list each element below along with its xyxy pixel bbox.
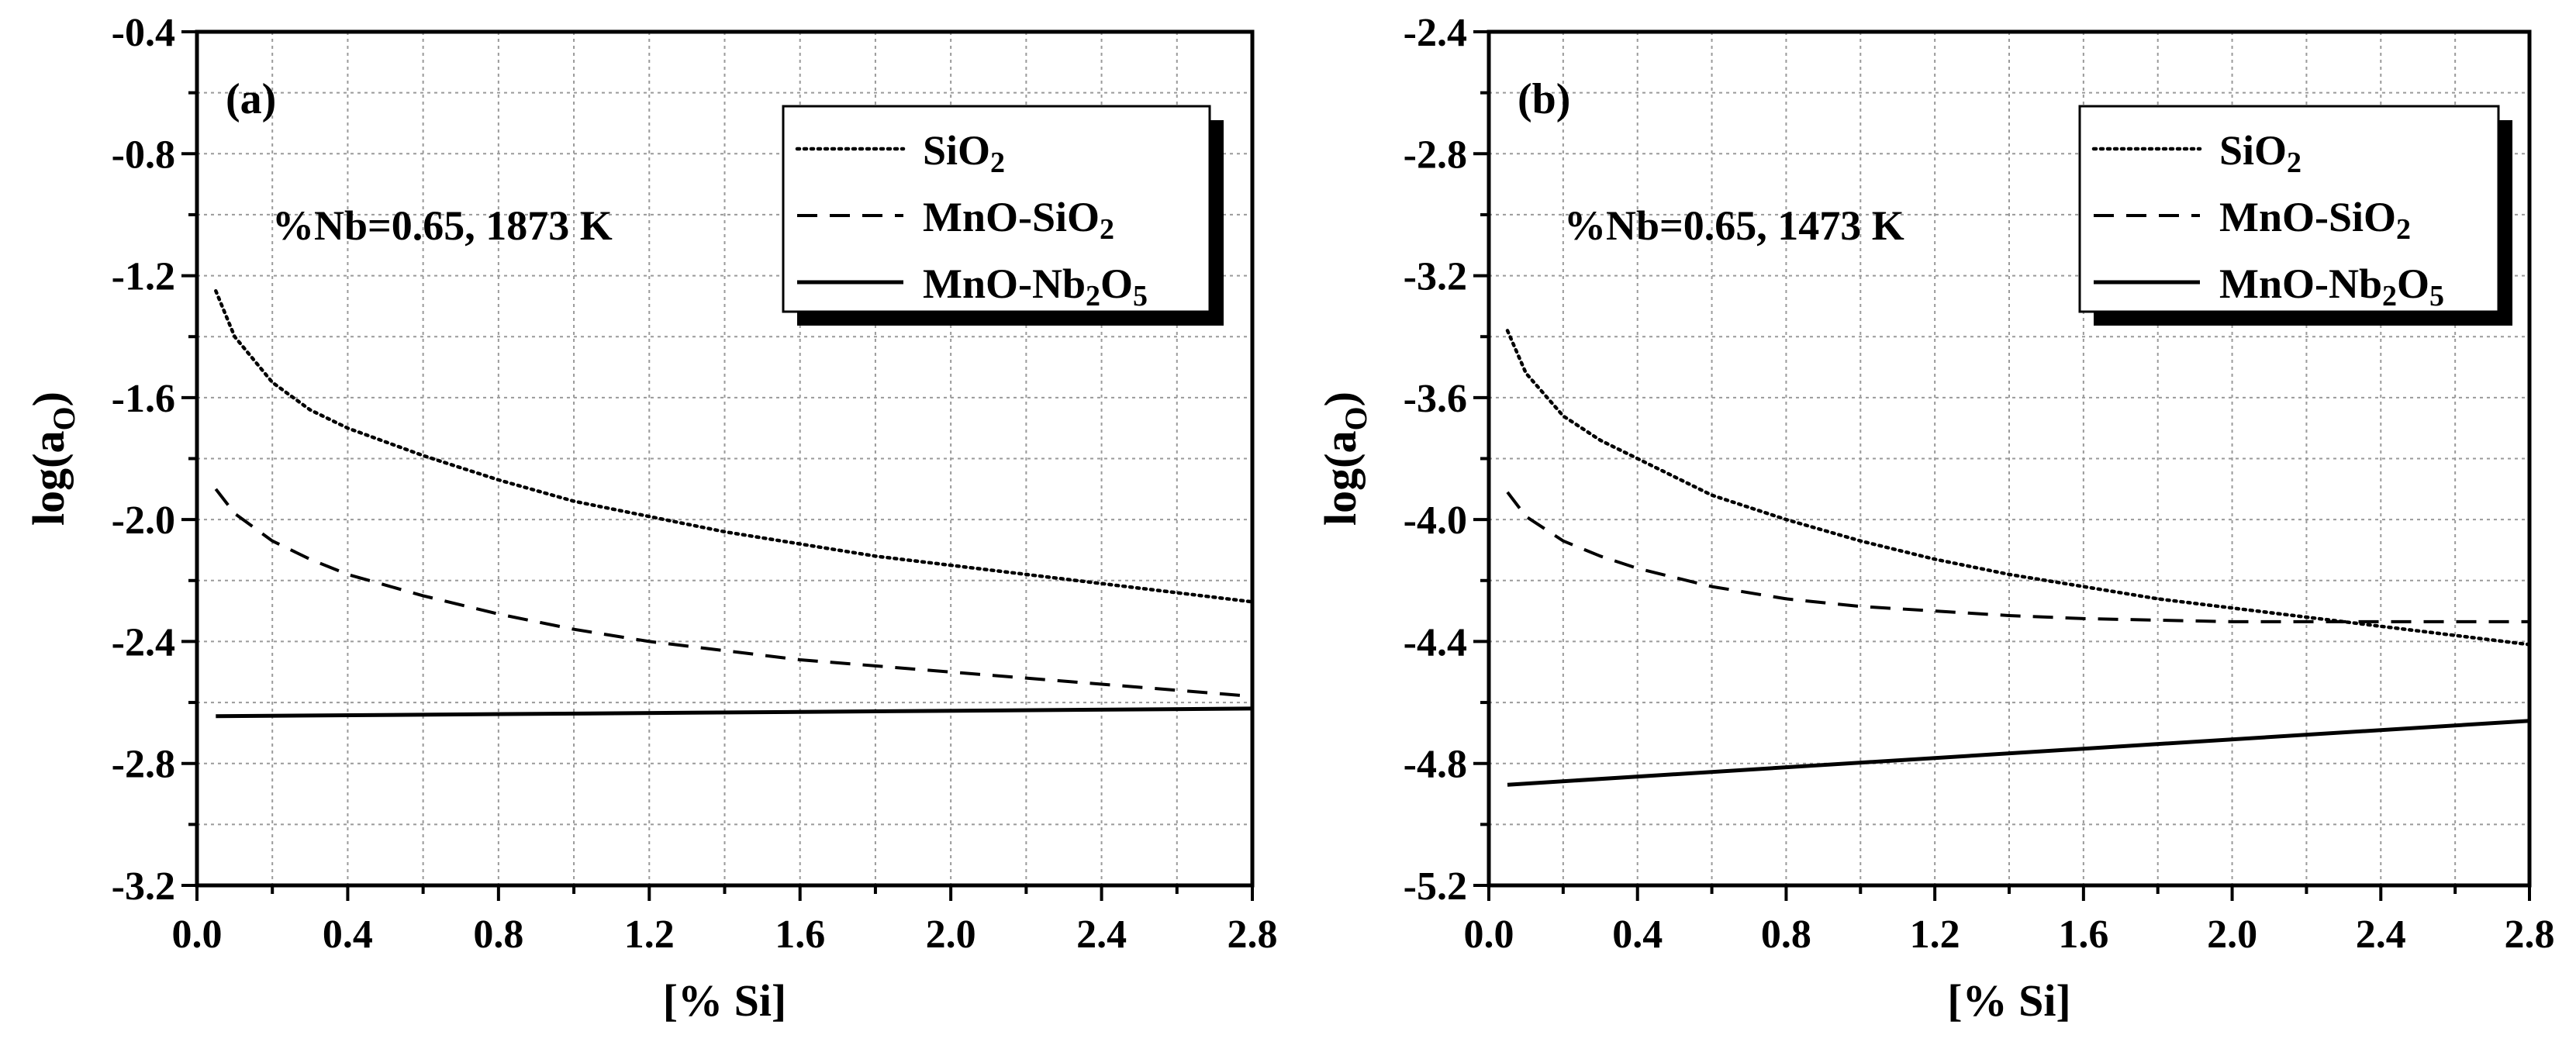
- x-tick-label: 2.4: [1076, 913, 1127, 957]
- legend-label-mno-sio2: MnO-SiO2: [923, 194, 1114, 246]
- y-axis-title-subscript: O: [1338, 406, 1373, 430]
- legend-label-subscript-2: 5: [2429, 280, 2444, 312]
- legend-label-subscript: 2: [990, 147, 1005, 179]
- series-line-mno-sio2: [214, 488, 1253, 699]
- chart-panel-b: 0.0 0.4 0.8 1.2 1.6 2.0 2.4 2.8 -5.2 -4.8 -4.4 -4.0…: [1315, 11, 2555, 1026]
- y-tick-label: -2.4: [112, 620, 175, 664]
- y-tick-label: -1.6: [112, 377, 175, 421]
- series-line-sio2: [1505, 329, 2532, 647]
- x-tick-label: 2.8: [1228, 913, 1278, 957]
- legend-label-sio2: SiO2: [923, 127, 1005, 179]
- x-tick-label: 2.4: [2356, 913, 2406, 957]
- legend-label-subscript-2: 5: [1133, 280, 1148, 312]
- x-tick-label: 1.6: [775, 913, 825, 957]
- legend-label-subscript: 2: [2396, 213, 2411, 246]
- x-tick-label: 0.4: [323, 913, 373, 957]
- legend-label-subscript: 2: [2287, 147, 2301, 179]
- legend-label-mno-nb2o5: MnO-Nb2O5: [2219, 260, 2444, 312]
- legend-box: [2078, 105, 2500, 313]
- legend-box: [782, 105, 1211, 313]
- x-tick-label: 0.4: [1612, 913, 1663, 957]
- series-line-mno-sio2: [1506, 491, 2529, 623]
- y-tick-label: -4.4: [1404, 620, 1467, 664]
- series-line-mno-nb2o5: [1507, 719, 2530, 787]
- series-line-sio2: [214, 288, 1255, 604]
- y-axis-title: log(aO): [23, 392, 81, 526]
- x-tick-label: 0.8: [473, 913, 523, 957]
- y-tick-label: -4.8: [1404, 743, 1467, 787]
- panel-label: (b): [1518, 75, 1570, 123]
- legend-label-tail: O: [2397, 260, 2429, 307]
- y-axis-title: log(aO): [1315, 392, 1373, 526]
- y-tick-label: -0.8: [112, 133, 175, 177]
- panel-label: (a): [226, 75, 276, 123]
- legend-label-mno-nb2o5: MnO-Nb2O5: [923, 260, 1148, 312]
- x-tick-label: 0.0: [1464, 913, 1514, 957]
- y-tick-label: -1.2: [112, 255, 175, 299]
- legend-label-main: MnO-Nb: [923, 260, 1086, 307]
- legend-label-subscript: 2: [1100, 213, 1114, 246]
- y-tick-label: -0.4: [112, 11, 175, 55]
- legend-label-sio2: SiO2: [2219, 127, 2301, 179]
- y-axis-title-close: ): [23, 392, 74, 406]
- y-axis-title-main: log(a: [1315, 431, 1366, 526]
- series-line-mno-nb2o5: [216, 706, 1253, 719]
- y-tick-label: -3.2: [1404, 255, 1467, 299]
- y-tick-label: -2.0: [112, 499, 175, 543]
- legend-label-subscript: 2: [2382, 280, 2397, 312]
- legend-label-tail: O: [1100, 260, 1133, 307]
- legend-label-main: SiO: [923, 127, 990, 174]
- legend-label-mno-sio2: MnO-SiO2: [2219, 194, 2411, 246]
- x-tick-label: 1.2: [1910, 913, 1960, 957]
- x-tick-label: 2.8: [2505, 913, 2555, 957]
- condition-annotation: %Nb=0.65, 1473 K: [1564, 202, 1904, 249]
- condition-annotation: %Nb=0.65, 1873 K: [272, 202, 613, 249]
- y-axis-title-close: ): [1315, 392, 1366, 406]
- x-axis-title: [% Si]: [663, 975, 787, 1026]
- x-tick-label: 2.0: [926, 913, 976, 957]
- y-tick-label: -2.8: [1404, 133, 1467, 177]
- x-tick-label: 1.2: [624, 913, 675, 957]
- x-tick-label: 1.6: [2058, 913, 2108, 957]
- legend-label-subscript: 2: [1086, 280, 1100, 312]
- x-axis-title: [% Si]: [1947, 975, 2071, 1026]
- x-tick-label: 2.0: [2207, 913, 2257, 957]
- y-tick-label: -2.4: [1404, 11, 1467, 55]
- x-tick-label: 0.8: [1761, 913, 1811, 957]
- x-tick-label: 0.0: [172, 913, 223, 957]
- legend-label-main: MnO-SiO: [2219, 194, 2396, 240]
- y-axis-title-main: log(a: [23, 431, 74, 526]
- chart-panel-a: 0.0 0.4 0.8 1.2 1.6 2.0 2.4 2.8 -3.2 -2.8 -2.4 -2.0…: [23, 11, 1278, 1026]
- legend-label-main: SiO: [2219, 127, 2287, 174]
- y-tick-label: -3.2: [112, 864, 175, 909]
- y-tick-label: -2.8: [112, 743, 175, 787]
- legend-label-main: MnO-SiO: [923, 194, 1100, 240]
- y-tick-label: -4.0: [1404, 499, 1467, 543]
- y-axis-title-subscript: O: [47, 406, 81, 430]
- y-tick-label: -3.6: [1404, 377, 1467, 421]
- legend-label-main: MnO-Nb: [2219, 260, 2382, 307]
- y-tick-label: -5.2: [1404, 864, 1467, 909]
